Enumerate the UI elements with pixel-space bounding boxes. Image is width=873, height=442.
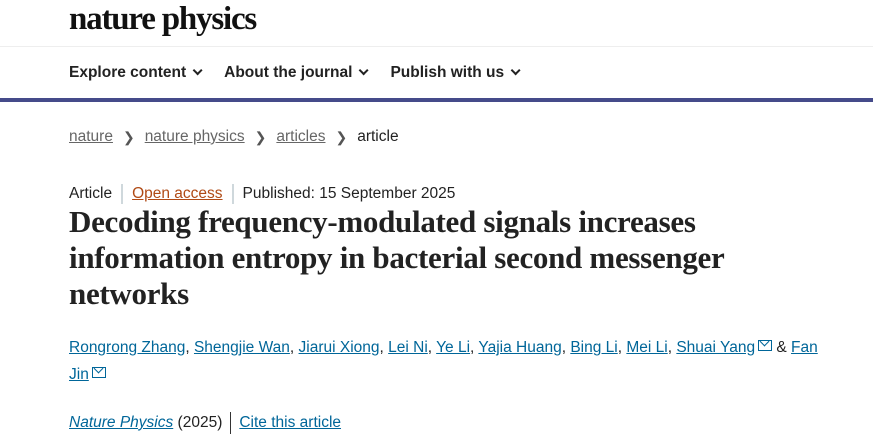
divider (230, 412, 232, 434)
nav-about-journal[interactable]: About the journal (224, 63, 370, 82)
chevron-right-icon: ❯ (122, 128, 135, 145)
nav-publish[interactable]: Publish with us (390, 63, 521, 82)
nav-label: About the journal (224, 63, 353, 81)
chevron-down-icon (192, 65, 203, 76)
site-header: nature physics (0, 0, 873, 47)
chevron-right-icon: ❯ (254, 128, 267, 145)
breadcrumb: nature ❯ nature physics ❯ articles ❯ art… (69, 128, 399, 146)
email-icon[interactable] (758, 340, 773, 351)
author-link[interactable]: Ye Li (436, 339, 471, 356)
breadcrumb-nature-physics[interactable]: nature physics (144, 128, 245, 145)
author-link[interactable]: Lei Ni (388, 339, 428, 356)
title-line: Decoding frequency-modulated signals inc… (69, 204, 696, 239)
title-line: information entropy in bacterial second … (69, 240, 725, 275)
citation-year: (2025) (177, 414, 223, 431)
journal-logo[interactable]: nature physics (69, 1, 257, 37)
breadcrumb-nature[interactable]: nature (69, 128, 113, 145)
email-icon[interactable] (91, 367, 106, 378)
author-link[interactable]: Mei Li (626, 339, 668, 356)
chevron-down-icon (359, 65, 370, 76)
main-nav: Explore content About the journal Publis… (0, 47, 873, 102)
author-link[interactable]: Yajia Huang (478, 339, 562, 356)
published-date: Published: 15 September 2025 (231, 184, 465, 204)
nav-explore-content[interactable]: Explore content (69, 63, 203, 82)
nav-label: Explore content (69, 63, 187, 81)
chevron-down-icon (510, 65, 521, 76)
article-meta: Article Open access Published: 15 Septem… (69, 184, 464, 204)
author-link[interactable]: Fan Jin (69, 339, 818, 383)
cite-this-article-link[interactable]: Cite this article (239, 414, 342, 431)
author-conjunction: & (776, 339, 787, 356)
article-type: Article (69, 185, 113, 202)
author-link[interactable]: Shengjie Wan (193, 339, 290, 356)
nav-label: Publish with us (390, 63, 505, 81)
author-link[interactable]: Rongrong Zhang (69, 339, 186, 356)
open-access-link[interactable]: Open access (132, 185, 223, 202)
article-title: Decoding frequency-modulated signals inc… (69, 204, 725, 312)
author-link[interactable]: Jiarui Xiong (298, 339, 380, 356)
author-list: Rongrong Zhang, Shengjie Wan, Jiarui Xio… (69, 339, 818, 383)
breadcrumb-current: article (357, 128, 399, 145)
title-line: networks (69, 276, 189, 311)
chevron-right-icon: ❯ (335, 128, 348, 145)
author-link[interactable]: Bing Li (570, 339, 618, 356)
author-link[interactable]: Shuai Yang (676, 339, 756, 356)
breadcrumb-articles[interactable]: articles (276, 128, 326, 145)
citation-line: Nature Physics (2025) Cite this article (69, 412, 341, 434)
journal-link[interactable]: Nature Physics (69, 414, 174, 431)
